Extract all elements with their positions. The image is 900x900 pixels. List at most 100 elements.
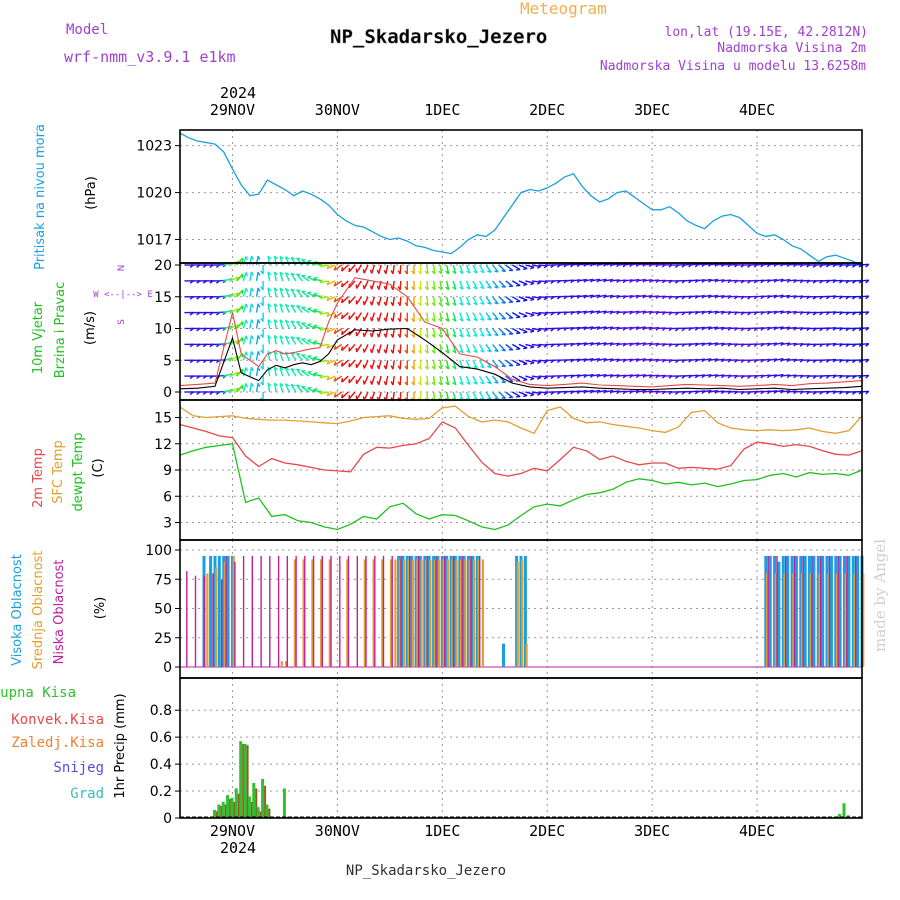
wind-arrow — [636, 278, 646, 282]
wind-arrow-head — [494, 381, 499, 384]
cloud-bar — [414, 555, 418, 667]
wind-arrow-head — [424, 286, 429, 291]
wind-arrow-head — [466, 286, 471, 290]
wind-arrow — [348, 312, 356, 320]
wind-arrow-head — [424, 365, 429, 370]
wind-arrow-head — [480, 286, 485, 290]
wind-arrow — [577, 310, 587, 314]
wind-arrow-head — [445, 318, 450, 322]
temp-2m-line — [179, 421, 863, 477]
wind-arrow — [643, 390, 653, 393]
wind-arrow — [525, 296, 535, 300]
cloud-bar — [821, 555, 825, 667]
wind-arrow-head — [362, 364, 365, 369]
wind-arrow-head — [326, 312, 330, 317]
wind-arrow — [341, 343, 349, 352]
y-tick-label: 20 — [154, 258, 172, 274]
wind-arrow-head — [865, 295, 870, 300]
wind-arrow — [525, 280, 535, 284]
wind-arrow — [695, 310, 705, 314]
wind-arrow-head — [296, 289, 301, 292]
wind-arrow — [478, 328, 485, 337]
wind-arrow — [242, 287, 247, 298]
wind-arrow-head — [376, 317, 380, 322]
wind-arrow — [695, 263, 705, 266]
wind-arrow-head — [390, 317, 394, 322]
wind-arrow-head — [257, 303, 261, 308]
wind-arrow-head — [369, 364, 373, 370]
wind-arrow — [452, 391, 457, 401]
wind-arrow — [459, 312, 464, 322]
wind-arrow — [630, 294, 640, 298]
wind-arrow-head — [285, 319, 290, 323]
wind-arrow — [255, 367, 259, 377]
cloud-bar — [793, 555, 796, 667]
wind-arrow-head — [473, 334, 478, 338]
wind-arrow-head — [459, 302, 464, 306]
wind-arrow-head — [438, 318, 443, 323]
wind-arrow — [223, 293, 233, 298]
wind-arrow — [518, 311, 528, 317]
wind-arrow-head — [307, 291, 312, 294]
wind-arrow — [708, 358, 719, 361]
wind-arrow — [465, 296, 471, 306]
wind-arrow-head — [530, 393, 535, 397]
wind-arrow-head — [397, 286, 401, 291]
wind-arrow — [505, 327, 514, 335]
wind-arrow — [511, 327, 521, 334]
wind-arrow-head — [417, 302, 422, 307]
wind-arrow — [571, 342, 581, 346]
wind-arrow — [319, 343, 329, 347]
wind-arrow-head — [279, 366, 284, 371]
wind-arrow — [571, 263, 581, 266]
precip-conv-bar — [250, 801, 253, 818]
cloud-bar — [226, 555, 230, 667]
wind-arrow-head — [404, 317, 408, 323]
precip-conv-bar — [242, 743, 245, 818]
wind-arrow — [708, 294, 719, 298]
wind-arrow — [695, 326, 705, 330]
wind-arrow — [419, 264, 422, 275]
wind-arrow-head — [362, 316, 365, 321]
wind-arrow — [267, 382, 271, 393]
wind-arrow — [492, 264, 499, 273]
wind-arrow — [284, 272, 290, 282]
wind-arrow — [531, 359, 541, 363]
wind-arrow-head — [452, 286, 457, 291]
wind-arrow — [623, 295, 633, 298]
precip-conv-bar — [237, 793, 240, 818]
wind-arrow — [249, 382, 253, 393]
wind-arrow — [492, 328, 499, 336]
wind-arrow — [498, 280, 506, 288]
wind-arrow-head — [536, 360, 542, 365]
wind-arrow — [584, 326, 594, 330]
wind-arrow — [296, 289, 303, 298]
wind-arrow-head — [523, 363, 528, 366]
wind-arrow — [498, 328, 506, 336]
wind-arrow — [432, 280, 436, 290]
wind-arrow — [708, 310, 719, 314]
wind-arrow-head — [501, 397, 506, 400]
wind-arrow — [584, 373, 594, 377]
wind-arrow — [465, 344, 471, 353]
wind-arrow-head — [459, 381, 464, 386]
precip-conv-bar — [268, 808, 271, 818]
wind-arrow — [307, 387, 316, 393]
wind-arrow — [290, 272, 297, 282]
wind-arrow-head — [865, 359, 870, 363]
wind-arrow — [452, 296, 457, 306]
wind-arrow — [341, 312, 349, 320]
wind-arrow-head — [530, 361, 535, 365]
wind-arrow — [485, 296, 492, 305]
wind-arrow — [531, 311, 541, 315]
cloud-bar — [285, 661, 288, 667]
cloud-bar — [365, 555, 367, 667]
wind-arrow — [505, 391, 514, 399]
cloud-bar — [847, 555, 851, 667]
cloud-bar — [764, 555, 768, 667]
wind-arrow-head — [480, 349, 485, 353]
wind-arrow — [511, 296, 521, 302]
wind-arrow — [290, 384, 297, 393]
wind-arrow-head — [404, 270, 408, 275]
wind-arrow-head — [466, 270, 471, 274]
